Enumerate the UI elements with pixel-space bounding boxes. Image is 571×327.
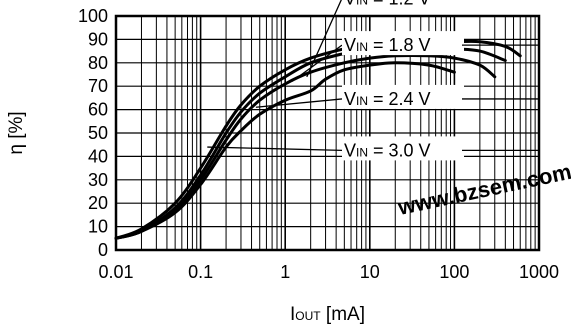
y-tick-label: 100 (78, 6, 108, 26)
x-axis-label-unit: [mA] (321, 304, 365, 325)
y-tick-label: 0 (98, 240, 108, 260)
callout-backdrop (342, 84, 464, 109)
callouts: VIN = 1.2 V VIN = 1.8 V VIN = 2.4 V VIN = 3… (207, 0, 539, 161)
callout-leader (255, 98, 343, 108)
y-tick-labels: 0 10 20 30 40 50 60 70 80 90 100 (78, 6, 108, 260)
y-axis-label: η [%] (6, 111, 27, 154)
x-tick-label: 1 (280, 262, 290, 282)
callout-leader (306, 0, 342, 78)
y-tick-label: 90 (88, 29, 108, 49)
y-tick-label: 60 (88, 100, 108, 120)
y-tick-label: 10 (88, 217, 108, 237)
x-tick-label: 100 (439, 262, 469, 282)
y-tick-label: 50 (88, 123, 108, 143)
x-tick-label: 0.1 (188, 262, 213, 282)
x-tick-label: 10 (360, 262, 380, 282)
series-label-3: VIN = 2.4 V (344, 89, 431, 109)
grid (116, 16, 539, 250)
y-tick-label: 30 (88, 170, 108, 190)
x-axis-label-main: I (290, 304, 295, 325)
series-label-4: VIN = 3.0 V (344, 140, 431, 160)
y-tick-label: 70 (88, 76, 108, 96)
x-tick-label: 0.01 (98, 262, 133, 282)
x-axis-label: IOUT [mA] (290, 304, 365, 325)
watermark: www.bzsem.com (395, 159, 571, 220)
plot-frame (114, 14, 541, 252)
x-tick-labels: 0.01 0.1 1 10 100 1000 (98, 262, 559, 282)
y-tick-label: 40 (88, 146, 108, 166)
x-tick-label: 1000 (519, 262, 559, 282)
watermark-text: www.bzsem.com (395, 159, 571, 220)
series-label-1: VIN = 1.2 V (344, 0, 431, 8)
y-tick-label: 80 (88, 53, 108, 73)
y-tick-label: 20 (88, 193, 108, 213)
x-axis-label-sub: OUT (295, 309, 321, 323)
series-line-1 (114, 61, 456, 240)
callout-backdrop (342, 136, 464, 161)
series-label-2: VIN = 1.8 V (344, 35, 431, 55)
callout-backdrop (342, 31, 464, 56)
callout-leader (207, 146, 343, 152)
callout-backdrop (342, 0, 464, 9)
callout-leader (291, 44, 343, 83)
